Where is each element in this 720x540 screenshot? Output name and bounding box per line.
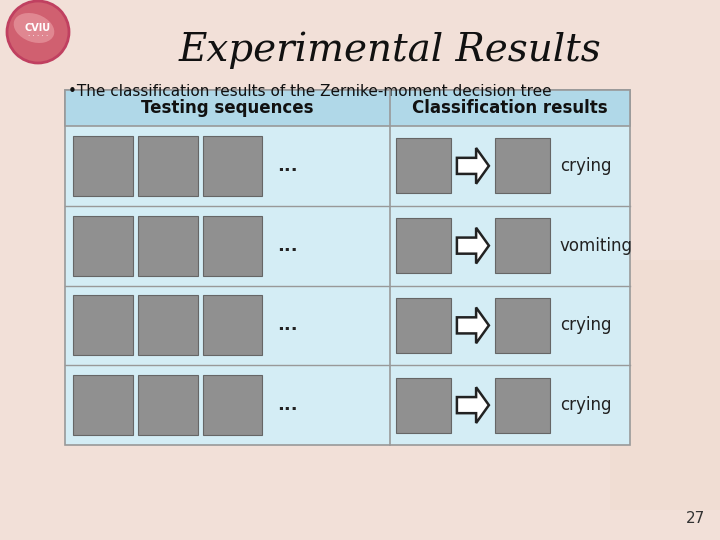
Text: ...: ... (277, 316, 298, 334)
FancyBboxPatch shape (495, 138, 550, 193)
Text: Experimental Results: Experimental Results (179, 31, 601, 69)
Text: crying: crying (560, 316, 611, 334)
FancyBboxPatch shape (396, 377, 451, 433)
FancyBboxPatch shape (65, 90, 630, 445)
FancyBboxPatch shape (73, 215, 132, 275)
Text: · · · · ·: · · · · · (28, 33, 48, 39)
FancyBboxPatch shape (495, 377, 550, 433)
Polygon shape (457, 228, 489, 264)
FancyBboxPatch shape (610, 260, 720, 510)
FancyBboxPatch shape (73, 136, 132, 196)
Ellipse shape (7, 1, 69, 63)
FancyBboxPatch shape (495, 298, 550, 353)
FancyBboxPatch shape (73, 295, 132, 355)
FancyBboxPatch shape (138, 136, 197, 196)
Text: Classification results: Classification results (412, 99, 608, 117)
Polygon shape (457, 387, 489, 423)
FancyBboxPatch shape (138, 215, 197, 275)
FancyBboxPatch shape (202, 295, 262, 355)
Text: CVIU: CVIU (25, 23, 51, 33)
Text: ...: ... (277, 237, 298, 255)
FancyBboxPatch shape (202, 375, 262, 435)
FancyBboxPatch shape (202, 136, 262, 196)
Text: •The classification results of the Zernike-moment decision tree: •The classification results of the Zerni… (68, 84, 552, 99)
FancyBboxPatch shape (65, 90, 630, 126)
FancyBboxPatch shape (495, 218, 550, 273)
FancyBboxPatch shape (396, 298, 451, 353)
FancyBboxPatch shape (138, 295, 197, 355)
FancyBboxPatch shape (396, 218, 451, 273)
Text: ...: ... (277, 396, 298, 414)
Text: vomiting: vomiting (560, 237, 633, 255)
FancyBboxPatch shape (396, 138, 451, 193)
Text: Testing sequences: Testing sequences (141, 99, 314, 117)
Text: 27: 27 (685, 511, 705, 526)
Ellipse shape (14, 13, 54, 43)
Text: crying: crying (560, 157, 611, 175)
FancyBboxPatch shape (73, 375, 132, 435)
Polygon shape (457, 307, 489, 343)
Polygon shape (457, 148, 489, 184)
FancyBboxPatch shape (138, 375, 197, 435)
FancyBboxPatch shape (202, 215, 262, 275)
Text: ...: ... (277, 157, 298, 175)
Text: crying: crying (560, 396, 611, 414)
